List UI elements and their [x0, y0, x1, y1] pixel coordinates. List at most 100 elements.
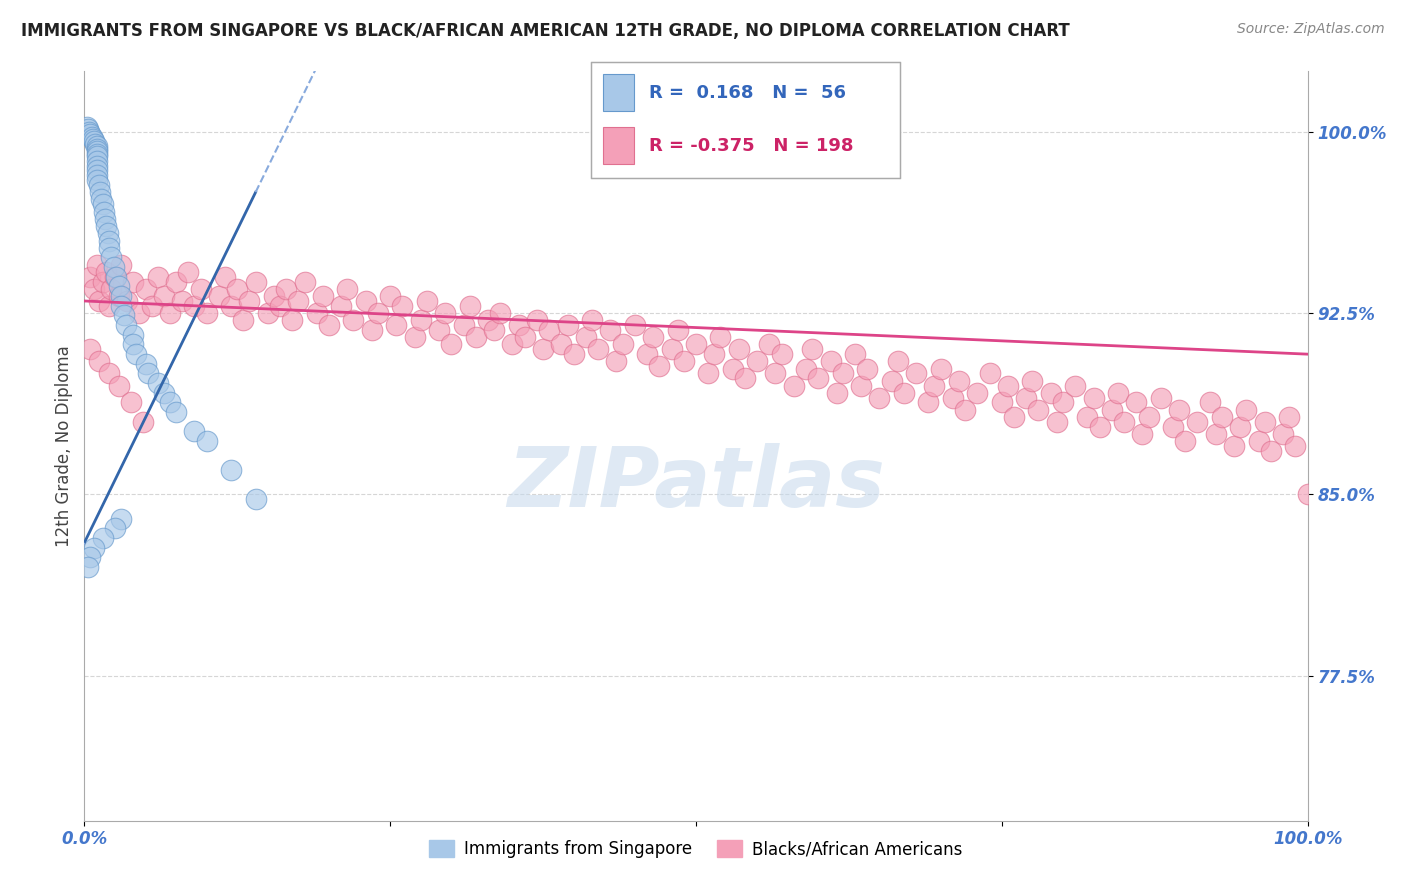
Point [880, 374, 903, 388]
Point [427, 323, 450, 337]
Point [624, 318, 647, 333]
Point [336, 282, 359, 296]
Point [464, 330, 486, 344]
Point [91, 275, 114, 289]
Point [354, 293, 377, 308]
Point [1223, 439, 1246, 453]
Point [159, 306, 181, 320]
Point [136, 367, 159, 381]
Point [440, 337, 463, 351]
Point [86, 173, 108, 187]
Point [770, 347, 793, 361]
Point [97, 234, 120, 248]
Point [605, 354, 627, 368]
Point [807, 371, 830, 385]
Point [531, 343, 554, 357]
Text: Source: ZipAtlas.com: Source: ZipAtlas.com [1237, 22, 1385, 37]
Point [416, 293, 439, 308]
Point [581, 313, 603, 327]
Point [550, 337, 572, 351]
Point [125, 347, 148, 361]
Point [1278, 409, 1301, 424]
Point [110, 299, 132, 313]
Point [83, 282, 105, 296]
Point [1125, 395, 1147, 409]
Point [557, 318, 579, 333]
Point [887, 354, 910, 368]
Point [115, 318, 138, 333]
Point [1211, 409, 1233, 424]
Point [110, 511, 132, 525]
Point [538, 323, 561, 337]
Point [183, 299, 205, 313]
Point [1021, 374, 1043, 388]
Point [172, 293, 194, 308]
Point [96, 219, 118, 233]
Point [159, 395, 181, 409]
Point [1039, 385, 1062, 400]
Point [79, 269, 101, 284]
Point [856, 361, 879, 376]
Point [219, 299, 242, 313]
Point [765, 367, 787, 381]
Point [100, 251, 122, 265]
Point [648, 359, 671, 374]
Point [1260, 443, 1282, 458]
Point [721, 361, 744, 376]
Point [107, 378, 129, 392]
Point [342, 313, 364, 327]
Point [703, 347, 725, 361]
Point [263, 289, 285, 303]
Point [305, 306, 328, 320]
Point [924, 378, 946, 392]
Point [128, 306, 150, 320]
Point [1198, 395, 1220, 409]
Point [86, 169, 108, 183]
Point [979, 367, 1001, 381]
Point [1254, 415, 1277, 429]
Point [330, 299, 353, 313]
Point [849, 378, 872, 392]
Point [77, 125, 100, 139]
Point [997, 378, 1019, 392]
Point [1028, 402, 1050, 417]
Point [104, 521, 127, 535]
Point [281, 313, 304, 327]
Point [1002, 409, 1025, 424]
Point [1187, 415, 1209, 429]
Point [146, 269, 169, 284]
Legend: Immigrants from Singapore, Blacks/African Americans: Immigrants from Singapore, Blacks/Africa… [423, 833, 969, 864]
Text: R =  0.168   N =  56: R = 0.168 N = 56 [650, 84, 846, 102]
Point [82, 132, 104, 146]
Point [434, 306, 457, 320]
Point [86, 163, 108, 178]
Point [562, 347, 585, 361]
Point [1088, 419, 1111, 434]
Point [96, 265, 118, 279]
Point [991, 395, 1014, 409]
Point [77, 122, 100, 136]
Point [1161, 419, 1184, 434]
Point [87, 354, 110, 368]
Point [93, 204, 115, 219]
Point [107, 289, 129, 303]
Point [636, 347, 658, 361]
Point [385, 318, 408, 333]
Point [794, 361, 817, 376]
Point [97, 241, 120, 255]
Point [86, 159, 108, 173]
Point [135, 357, 157, 371]
Point [195, 434, 218, 449]
Point [1229, 419, 1251, 434]
Point [367, 306, 389, 320]
Point [86, 144, 108, 158]
Point [76, 120, 98, 134]
Point [190, 282, 212, 296]
Point [77, 559, 100, 574]
Point [91, 531, 114, 545]
Point [820, 354, 842, 368]
Point [489, 306, 512, 320]
Point [107, 279, 129, 293]
Point [104, 269, 127, 284]
Point [409, 313, 432, 327]
